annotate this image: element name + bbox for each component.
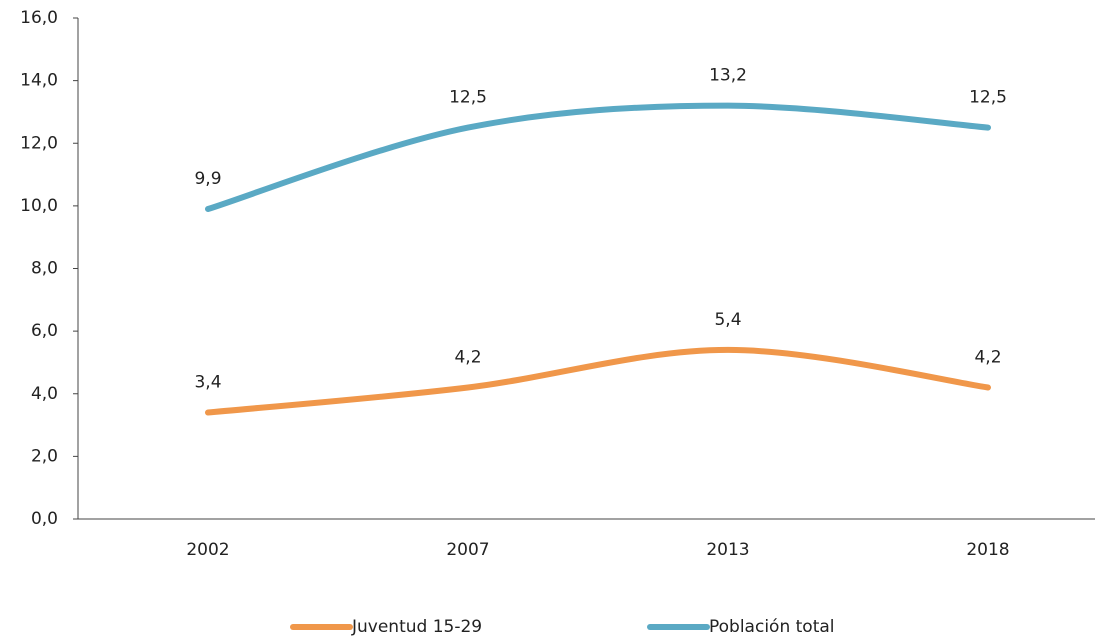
x-tick-label: 2013 xyxy=(706,540,749,560)
series-line xyxy=(205,346,991,416)
data-label: 12,5 xyxy=(969,88,1007,108)
legend-label: Juventud 15-29 xyxy=(351,617,482,637)
y-tick-label: 2,0 xyxy=(31,446,58,466)
data-label: 4,2 xyxy=(454,347,481,367)
data-label: 3,4 xyxy=(194,373,221,393)
y-tick-label: 16,0 xyxy=(20,8,58,28)
data-label: 5,4 xyxy=(714,310,741,330)
y-tick-label: 0,0 xyxy=(31,509,58,529)
data-label: 9,9 xyxy=(194,169,221,189)
data-label: 4,2 xyxy=(974,347,1001,367)
x-tick-label: 2018 xyxy=(966,540,1009,560)
y-tick-label: 8,0 xyxy=(31,259,58,279)
legend-label: Población total xyxy=(709,617,835,637)
data-label: 12,5 xyxy=(449,88,487,108)
y-tick-label: 4,0 xyxy=(31,384,58,404)
x-tick-label: 2002 xyxy=(186,540,229,560)
data-label: 13,2 xyxy=(709,66,747,86)
y-tick-label: 6,0 xyxy=(31,321,58,341)
series-line xyxy=(205,102,991,213)
y-tick-label: 12,0 xyxy=(20,133,58,153)
y-tick-label: 14,0 xyxy=(20,71,58,91)
x-tick-label: 2007 xyxy=(446,540,489,560)
y-tick-label: 10,0 xyxy=(20,196,58,216)
